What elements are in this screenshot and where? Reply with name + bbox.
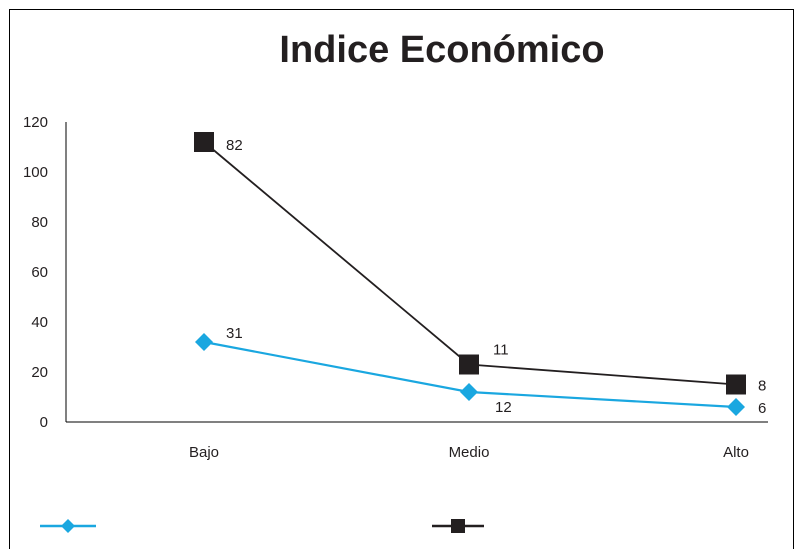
y-tick-label: 20 — [31, 364, 48, 381]
series-diamond: 31 12 6 — [195, 325, 766, 417]
data-label: 11 — [493, 342, 509, 359]
x-tick-label: Medio — [449, 444, 490, 461]
data-label: 6 — [758, 400, 766, 417]
diamond-marker — [195, 333, 213, 351]
square-marker — [194, 132, 214, 152]
legend-square-marker — [451, 519, 465, 533]
y-tick-label: 100 — [23, 164, 48, 181]
x-tick-label: Alto — [723, 444, 749, 461]
series-square: 82 11 8 — [194, 132, 766, 395]
x-tick-label: Bajo — [189, 444, 219, 461]
series-line — [203, 141, 737, 386]
series-layer: 82 11 8 31 12 6 — [194, 132, 766, 417]
legend-diamond-marker — [61, 519, 75, 533]
data-label: 12 — [495, 399, 512, 416]
chart-frame — [9, 9, 794, 549]
data-label: 31 — [226, 325, 243, 342]
y-tick-label: 120 — [23, 114, 48, 131]
legend-key-square — [432, 519, 484, 533]
y-tick-label: 0 — [40, 414, 48, 431]
y-tick-label: 80 — [31, 214, 48, 231]
square-marker — [459, 354, 479, 375]
diamond-marker — [460, 383, 478, 401]
data-label: 8 — [758, 378, 766, 395]
y-tick-label: 40 — [31, 314, 48, 331]
square-marker — [726, 374, 746, 395]
chart: Indice Económico 0 20 40 60 80 100 120 Bajo Med… — [23, 29, 768, 533]
y-tick-label: 60 — [31, 264, 48, 281]
y-tick-labels: 0 20 40 60 80 100 120 — [23, 114, 48, 431]
legend — [40, 519, 484, 533]
legend-key-diamond — [40, 519, 96, 533]
data-label: 82 — [226, 137, 243, 154]
x-tick-labels: Bajo Medio Alto — [189, 444, 749, 461]
diamond-marker — [727, 398, 745, 416]
chart-title: Indice Económico — [279, 29, 604, 71]
